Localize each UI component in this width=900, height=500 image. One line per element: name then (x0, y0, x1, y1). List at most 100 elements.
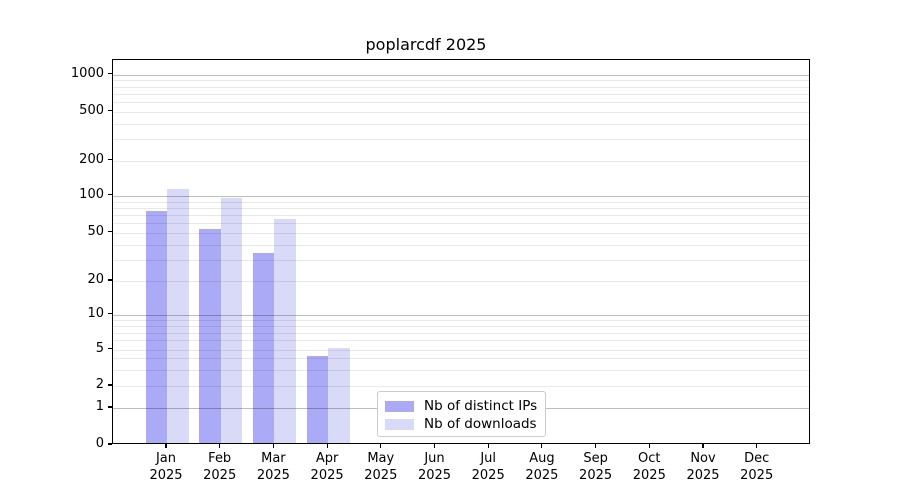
legend-item-distinct-ips: Nb of distinct IPs (385, 398, 545, 415)
bar-nb-of-distinct-ips-feb (199, 228, 221, 443)
x-tick-label-mar: Mar 2025 (243, 451, 303, 484)
x-tick-year: 2025 (256, 467, 290, 483)
x-tick-month: Apr (315, 451, 339, 466)
x-tick-month: Mar (261, 451, 286, 466)
gridline-minor (113, 111, 809, 113)
y-tick-label: 1000 (70, 65, 104, 81)
x-tick-mark (165, 444, 167, 448)
gridline-minor (113, 349, 809, 351)
x-tick-month: Aug (529, 451, 555, 466)
bar-nb-of-distinct-ips-jan (145, 210, 167, 443)
gridline-minor (113, 320, 809, 322)
gridline-minor (113, 160, 809, 162)
gridline-minor (113, 358, 809, 360)
legend-item-downloads: Nb of downloads (385, 416, 545, 433)
x-tick-year: 2025 (525, 467, 559, 483)
legend-swatch-distinct-ips (385, 401, 414, 412)
y-tick-mark (108, 231, 112, 233)
y-tick-label: 100 (79, 186, 104, 202)
y-tick-label: 50 (87, 223, 104, 239)
gridline-minor (113, 259, 809, 261)
bar-nb-of-downloads-mar (274, 218, 296, 443)
gridline-minor (113, 123, 809, 125)
bar-nb-of-distinct-ips-apr (306, 356, 329, 443)
bar-nb-of-downloads-jan (167, 189, 189, 443)
x-tick-label-oct: Oct 2025 (619, 451, 679, 484)
gridline-minor (113, 244, 809, 246)
gridline-minor (113, 101, 809, 103)
gridline-minor (113, 139, 809, 141)
y-tick-mark (108, 443, 112, 445)
bar-nb-of-downloads-apr (328, 347, 350, 443)
x-tick-year: 2025 (203, 467, 237, 483)
x-tick-label-sep: Sep 2025 (566, 451, 626, 484)
x-tick-year: 2025 (740, 467, 774, 483)
gridline-minor (113, 93, 809, 95)
gridline-major (113, 195, 809, 197)
bar-nb-of-downloads-feb (220, 197, 243, 443)
x-tick-month: Jul (480, 451, 497, 466)
y-tick-mark (108, 73, 112, 75)
gridline-minor (113, 326, 809, 328)
gridline-minor (113, 207, 809, 209)
gridline-minor (113, 86, 809, 88)
y-tick-mark (108, 194, 112, 196)
x-tick-year: 2025 (471, 467, 505, 483)
x-tick-month: Sep (583, 451, 608, 466)
gridline-minor (113, 332, 809, 334)
x-tick-mark (219, 444, 221, 448)
bar-nb-of-distinct-ips-mar (252, 252, 275, 443)
x-tick-mark (433, 444, 436, 448)
x-tick-mark (326, 444, 328, 448)
y-tick-label: 10 (87, 305, 104, 321)
y-tick-mark (108, 109, 112, 112)
x-tick-mark (756, 444, 758, 448)
chart-title: poplarcdf 2025 (365, 35, 487, 54)
x-tick-month: Jun (424, 451, 445, 466)
x-tick-label-jun: Jun 2025 (405, 451, 465, 484)
legend-swatch-downloads (385, 419, 414, 430)
y-tick-mark (108, 159, 112, 161)
legend-label-downloads: Nb of downloads (424, 416, 537, 432)
gridline-minor (113, 80, 809, 82)
x-tick-label-jan: Jan 2025 (136, 451, 196, 484)
y-tick-mark (108, 406, 112, 408)
gridline-minor (113, 214, 809, 216)
gridline-minor (113, 201, 809, 203)
x-tick-mark (487, 444, 489, 448)
legend: Nb of distinct IPs Nb of downloads (377, 391, 546, 437)
x-tick-month: Oct (638, 451, 661, 466)
y-tick-label: 5 (95, 340, 104, 356)
gridline-minor (113, 223, 809, 225)
gridline-minor (113, 340, 809, 342)
y-tick-label: 500 (79, 102, 104, 118)
gridline-minor (113, 369, 809, 371)
x-tick-label-jul: Jul 2025 (458, 451, 518, 484)
x-tick-label-may: May 2025 (351, 451, 411, 484)
x-tick-mark (380, 444, 382, 448)
x-tick-year: 2025 (686, 467, 720, 483)
x-tick-label-dec: Dec 2025 (727, 451, 787, 484)
x-tick-mark (648, 444, 650, 448)
x-tick-mark (272, 444, 274, 448)
y-tick-mark (108, 313, 112, 315)
y-tick-label: 200 (79, 151, 104, 167)
x-tick-month: Jan (155, 451, 177, 466)
x-tick-month: Nov (690, 451, 716, 466)
x-tick-month: Feb (208, 451, 232, 466)
y-tick-mark (108, 384, 112, 386)
y-tick-mark (108, 279, 112, 281)
y-tick-label: 0 (95, 436, 104, 451)
legend-label-distinct-ips: Nb of distinct IPs (424, 398, 538, 414)
gridline-minor (113, 280, 809, 282)
x-tick-year: 2025 (417, 467, 452, 483)
x-tick-label-aug: Aug 2025 (512, 451, 572, 484)
x-tick-mark (595, 444, 597, 448)
x-tick-year: 2025 (579, 467, 613, 483)
plot-area (112, 59, 810, 444)
x-tick-label-nov: Nov 2025 (673, 451, 733, 484)
y-tick-label: 1 (95, 399, 104, 415)
gridline-minor (113, 232, 809, 234)
gridline-major (113, 74, 809, 76)
